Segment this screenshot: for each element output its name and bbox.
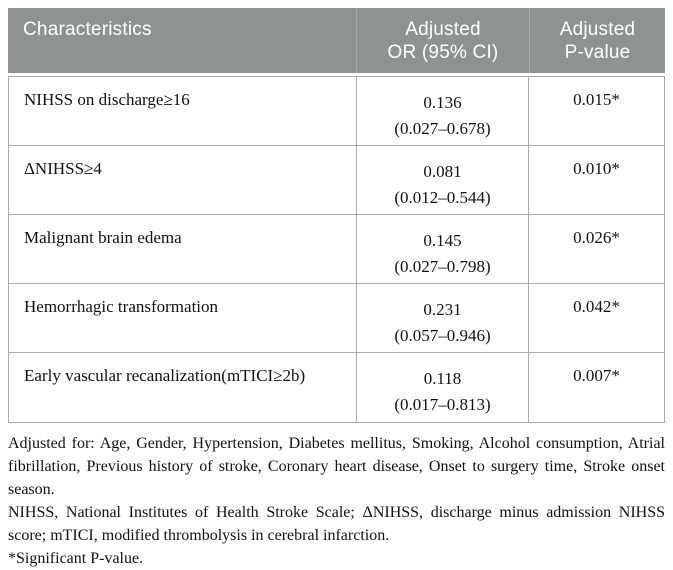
footnote-significance: *Significant P-value. [8,550,144,567]
cell-p-value: 0.010* [528,146,664,214]
cell-characteristic: Hemorrhagic transformation [24,297,219,316]
header-adjusted-or: Adjusted OR (95% CI) [356,8,529,73]
cell-p-value: 0.026* [528,215,664,283]
or-value: 0.145 [423,231,462,250]
header-body-gap [8,73,665,76]
or-ci: (0.012–0.544) [394,188,491,207]
header-characteristics: Characteristics [8,8,356,73]
table-row: Malignant brain edema 0.145 (0.027–0.798… [9,215,664,284]
cell-characteristic: NIHSS on discharge≥16 [24,90,190,109]
or-ci: (0.027–0.678) [394,119,491,138]
cell-adjusted-or: 0.231 (0.057–0.946) [356,284,528,352]
header-adjusted-or-line1: Adjusted [405,19,481,40]
footnote-adjusted-for: Adjusted for: Age, Gender, Hypertension,… [8,435,665,498]
cell-adjusted-or: 0.118 (0.017–0.813) [356,353,528,422]
table-row: NIHSS on discharge≥16 0.136 (0.027–0.678… [9,77,664,146]
or-value: 0.081 [423,162,462,181]
table-body: NIHSS on discharge≥16 0.136 (0.027–0.678… [8,76,665,423]
table-header-row: Characteristics Adjusted OR (95% CI) Adj… [8,8,665,73]
cell-p-value: 0.042* [528,284,664,352]
or-ci: (0.017–0.813) [394,395,491,414]
header-adjusted-or-line2: OR (95% CI) [387,42,499,63]
header-adjusted-p-value: Adjusted P-value [529,8,665,73]
cell-characteristic: ΔNIHSS≥4 [24,159,102,178]
or-ci: (0.027–0.798) [394,257,491,276]
table-row: Hemorrhagic transformation 0.231 (0.057–… [9,284,664,353]
cell-characteristic: Malignant brain edema [24,228,182,247]
cell-adjusted-or: 0.145 (0.027–0.798) [356,215,528,283]
cell-p-value: 0.007* [528,353,664,422]
header-characteristics-label: Characteristics [23,19,152,40]
cell-characteristic: Early vascular recanalization(mTICI≥2b) [24,366,306,385]
or-value: 0.118 [423,369,462,388]
cell-adjusted-or: 0.136 (0.027–0.678) [356,77,528,145]
or-ci: (0.057–0.946) [394,326,491,345]
header-adjusted-p-line1: Adjusted [559,19,636,40]
table-row: Early vascular recanalization(mTICI≥2b) … [9,353,664,422]
header-adjusted-p-line2: P-value [564,42,631,63]
table-row: ΔNIHSS≥4 0.081 (0.012–0.544) 0.010* [9,146,664,215]
cell-adjusted-or: 0.081 (0.012–0.544) [356,146,528,214]
results-table: Characteristics Adjusted OR (95% CI) Adj… [8,8,665,570]
or-value: 0.136 [423,93,462,112]
table-footnotes: Adjusted for: Age, Gender, Hypertension,… [8,432,665,570]
footnote-abbreviations: NIHSS, National Institutes of Health Str… [8,504,665,544]
or-value: 0.231 [423,300,462,319]
cell-p-value: 0.015* [528,77,664,145]
